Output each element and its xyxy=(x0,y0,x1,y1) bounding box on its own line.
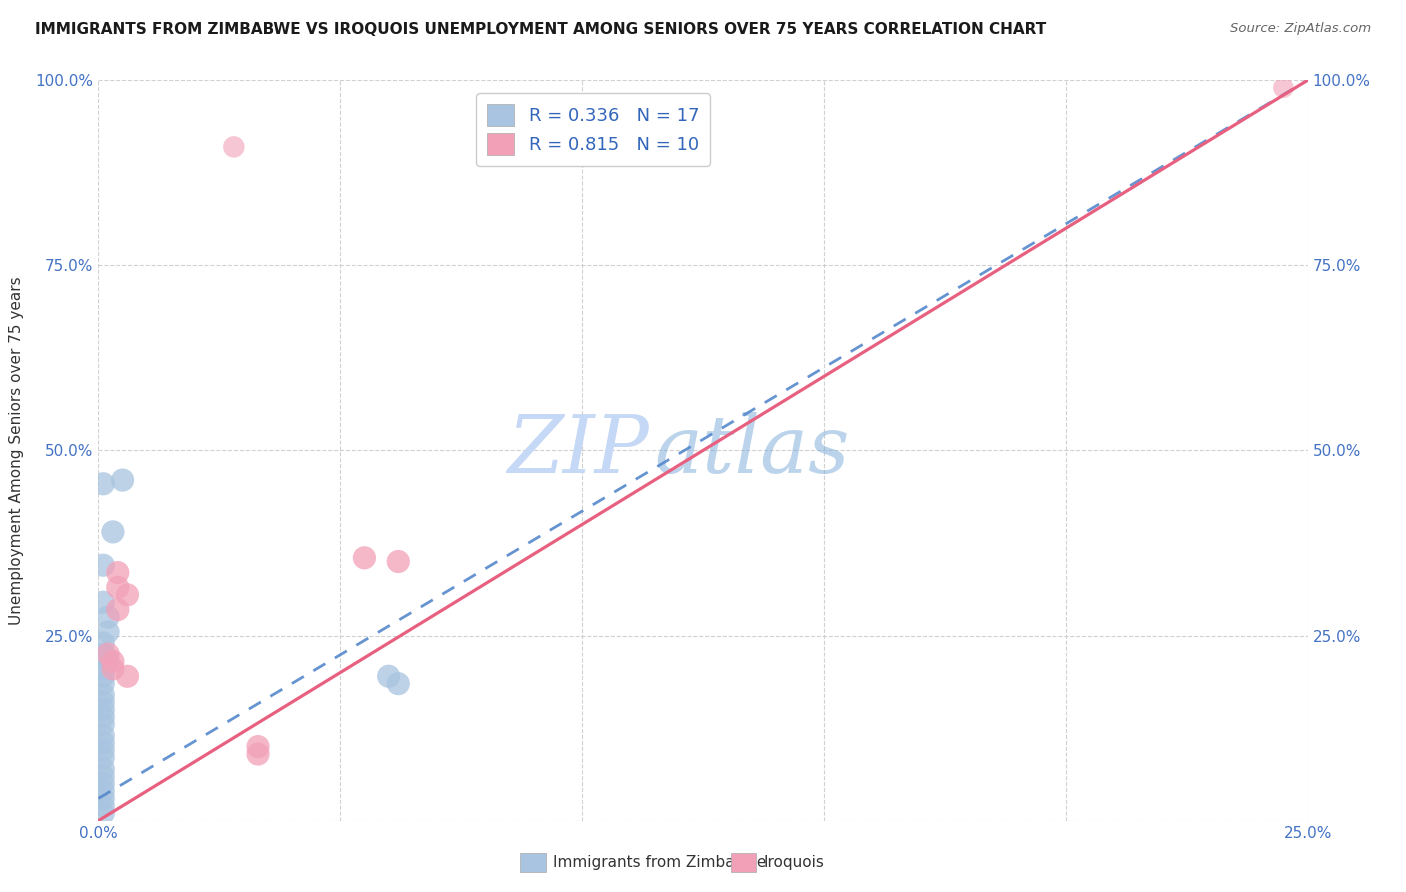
Point xyxy=(107,566,129,580)
Point xyxy=(97,655,120,669)
Point xyxy=(91,676,114,690)
Point xyxy=(91,703,114,717)
Point xyxy=(91,743,114,757)
Point xyxy=(101,524,124,539)
Point xyxy=(387,555,409,569)
Point xyxy=(91,695,114,709)
Point xyxy=(247,747,270,761)
Point xyxy=(91,791,114,805)
Text: Source: ZipAtlas.com: Source: ZipAtlas.com xyxy=(1230,22,1371,36)
Legend: R = 0.336   N = 17, R = 0.815   N = 10: R = 0.336 N = 17, R = 0.815 N = 10 xyxy=(477,93,710,166)
Point xyxy=(117,669,139,683)
Point xyxy=(91,636,114,650)
Point xyxy=(97,610,120,624)
Point xyxy=(91,769,114,783)
Point xyxy=(91,662,114,676)
Point xyxy=(387,676,409,690)
Text: ZIP: ZIP xyxy=(506,412,648,489)
Point xyxy=(97,624,120,639)
Point xyxy=(91,784,114,798)
Point xyxy=(101,662,124,676)
Point xyxy=(222,140,245,154)
Point xyxy=(91,776,114,791)
Point xyxy=(91,710,114,724)
Point xyxy=(91,717,114,731)
Point xyxy=(107,581,129,595)
Point xyxy=(111,473,134,487)
Point xyxy=(91,729,114,743)
Point xyxy=(377,669,399,683)
Point xyxy=(91,806,114,821)
Point xyxy=(353,550,375,565)
Point xyxy=(91,647,114,661)
Point xyxy=(117,588,139,602)
Point xyxy=(91,798,114,813)
Y-axis label: Unemployment Among Seniors over 75 years: Unemployment Among Seniors over 75 years xyxy=(10,277,24,624)
Point xyxy=(91,762,114,776)
Point xyxy=(91,595,114,609)
Text: IMMIGRANTS FROM ZIMBABWE VS IROQUOIS UNEMPLOYMENT AMONG SENIORS OVER 75 YEARS CO: IMMIGRANTS FROM ZIMBABWE VS IROQUOIS UNE… xyxy=(35,22,1046,37)
Point xyxy=(91,688,114,702)
Text: atlas: atlas xyxy=(655,412,851,489)
Point xyxy=(97,647,120,661)
Point xyxy=(91,669,114,683)
Point xyxy=(101,655,124,669)
Point xyxy=(91,558,114,573)
Point xyxy=(91,750,114,764)
Text: Iroquois: Iroquois xyxy=(763,855,824,870)
Point xyxy=(247,739,270,754)
Point xyxy=(91,736,114,750)
Point xyxy=(1272,80,1295,95)
Point xyxy=(107,602,129,616)
Point xyxy=(91,476,114,491)
Text: Immigrants from Zimbabwe: Immigrants from Zimbabwe xyxy=(553,855,766,870)
